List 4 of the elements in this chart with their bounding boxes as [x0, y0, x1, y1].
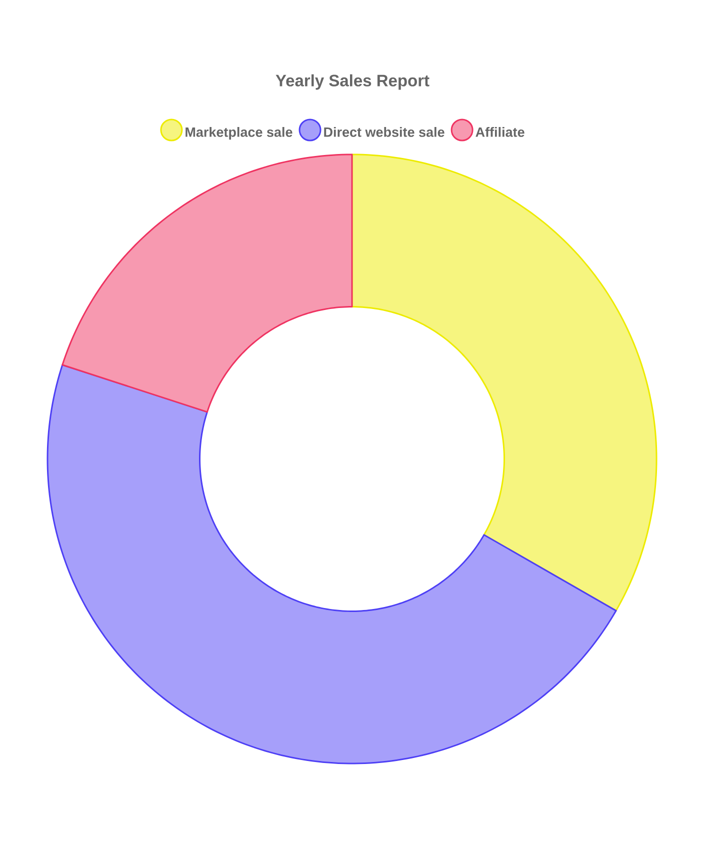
- chart-title: Yearly Sales Report: [276, 74, 430, 90]
- legend-label: Direct website sale: [324, 126, 444, 137]
- legend-label: Affiliate: [476, 126, 524, 137]
- legend-label: Marketplace sale: [186, 126, 292, 140]
